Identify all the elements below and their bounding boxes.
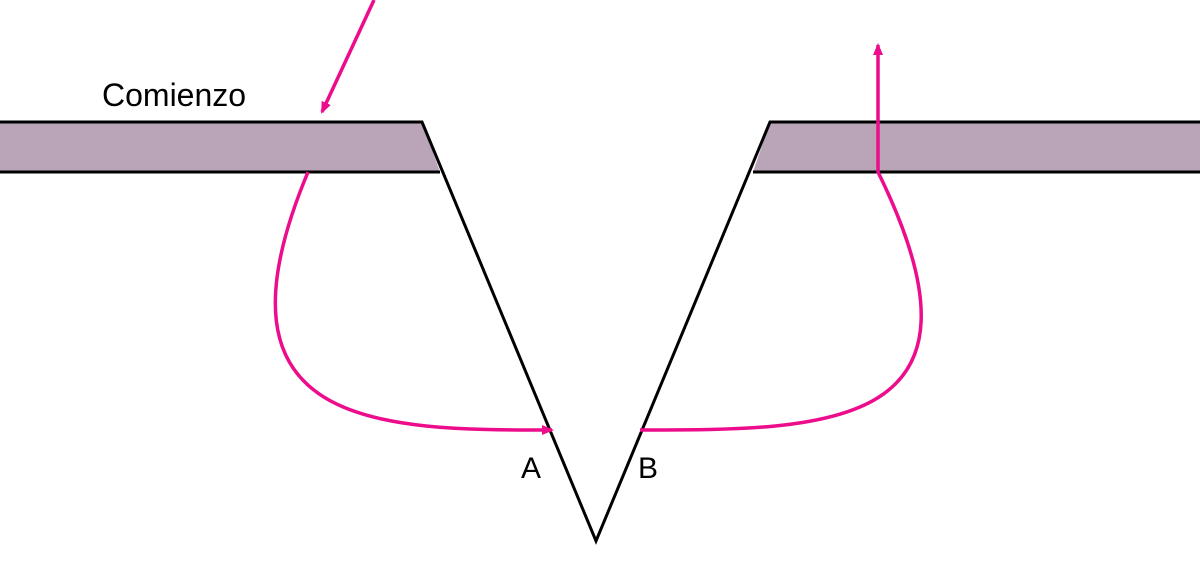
left-band-fill <box>0 122 440 172</box>
right-band-fill <box>753 122 1200 172</box>
right-curve-exit-arrow <box>640 45 921 430</box>
entry-arrow <box>322 0 374 112</box>
left-curve-arrow <box>275 172 552 430</box>
start-label: Comienzo <box>102 77 246 114</box>
top-profile-outline <box>0 122 1200 541</box>
point-b-label: B <box>638 452 658 486</box>
point-a-label: A <box>521 452 541 486</box>
